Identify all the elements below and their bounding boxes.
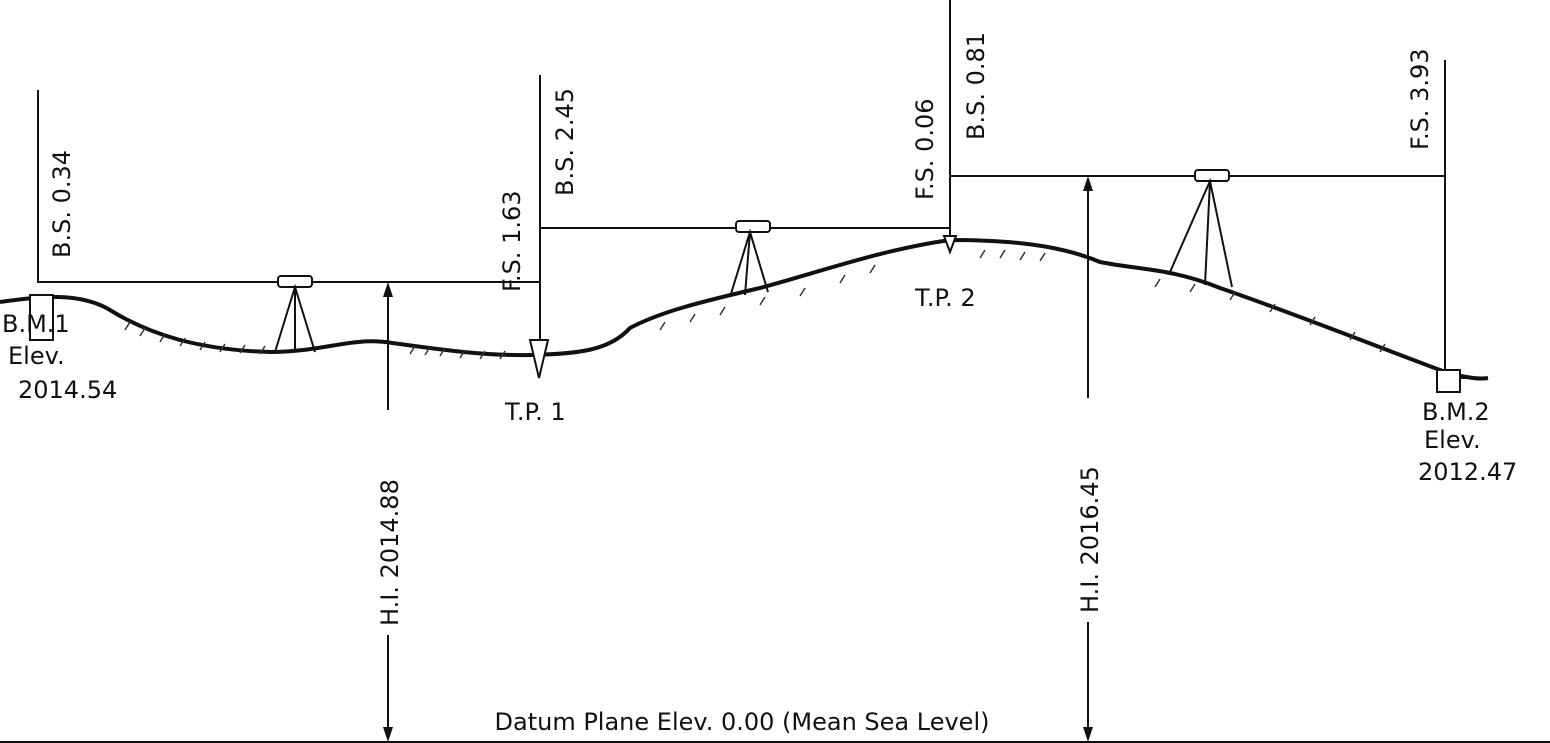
sight-label: B.S. 2.45 <box>551 88 579 196</box>
sight-label: F.S. 0.06 <box>911 98 939 200</box>
turning-point <box>528 339 550 379</box>
level-instrument <box>274 275 316 353</box>
hi-label: H.I. 2016.45 <box>1076 466 1104 613</box>
level-instrument <box>729 220 771 298</box>
turning-point-label: T.P. 2 <box>914 284 976 312</box>
sight-lines <box>37 0 1446 375</box>
bench-mark-name: B.M.1 <box>2 310 70 338</box>
turning-point <box>942 235 958 255</box>
elevation: 2014.54 <box>18 376 117 404</box>
sight-label: F.S. 1.63 <box>498 190 526 292</box>
sight-label: B.S. 0.81 <box>962 32 990 140</box>
hi-label: H.I. 2014.88 <box>376 479 404 626</box>
bench-mark-rod <box>1436 369 1486 393</box>
datum-label: Datum Plane Elev. 0.00 (Mean Sea Level) <box>495 708 990 736</box>
elevation: 2012.47 <box>1418 458 1517 486</box>
elev-label: Elev. <box>8 342 65 370</box>
ground-hatching <box>124 249 1386 360</box>
hi-lines <box>383 176 1093 742</box>
bench-mark-rod <box>29 294 54 341</box>
level-instrument <box>1169 169 1233 288</box>
turning-point-label: T.P. 1 <box>504 398 566 426</box>
sight-label: F.S. 3.93 <box>1406 48 1434 150</box>
bench-mark-name: B.M.2 <box>1422 398 1490 426</box>
elev-label: Elev. <box>1424 426 1481 454</box>
sight-label: B.S. 0.34 <box>48 150 76 258</box>
ground-profile <box>0 238 1489 381</box>
